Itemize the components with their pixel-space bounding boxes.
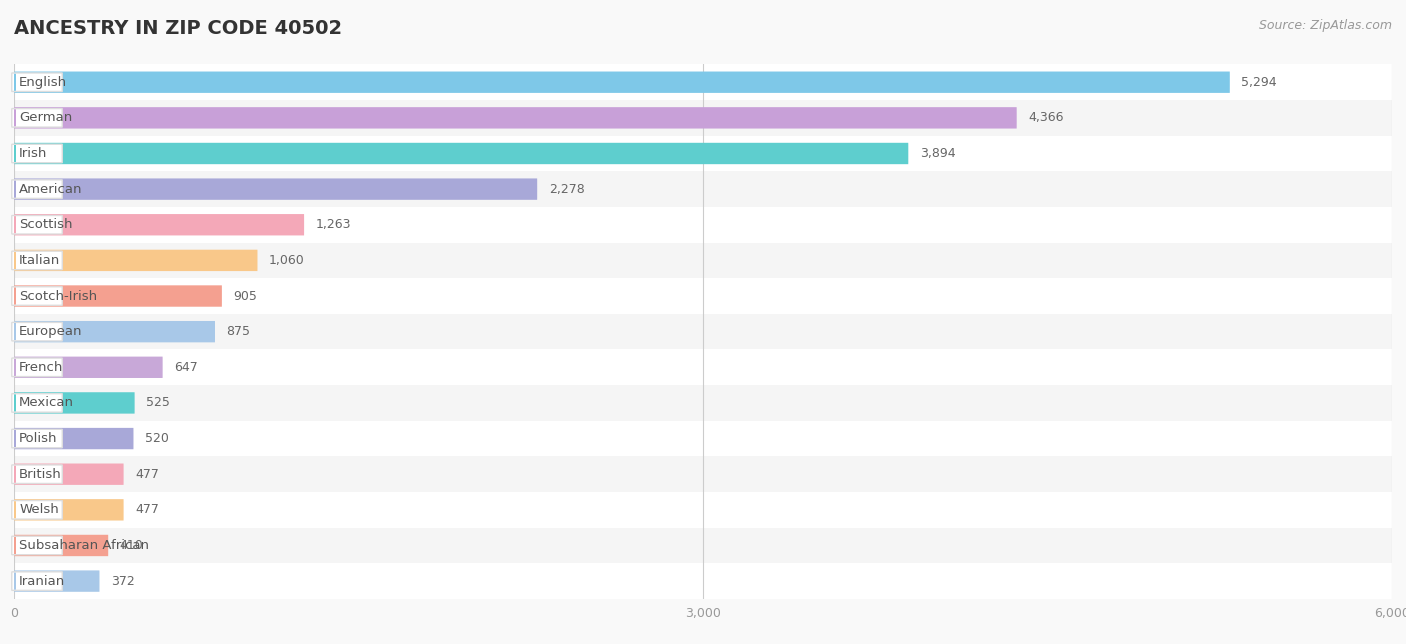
Bar [14,171,1392,207]
Text: Welsh: Welsh [20,504,59,516]
Bar [14,314,1392,350]
Text: Irish: Irish [20,147,48,160]
FancyBboxPatch shape [14,107,1017,129]
FancyBboxPatch shape [11,216,62,234]
FancyBboxPatch shape [14,214,304,236]
FancyBboxPatch shape [11,73,62,91]
FancyBboxPatch shape [14,499,124,520]
Text: 2,278: 2,278 [548,183,585,196]
Text: Polish: Polish [20,432,58,445]
FancyBboxPatch shape [11,144,62,163]
FancyBboxPatch shape [14,321,215,343]
FancyBboxPatch shape [11,180,62,198]
Text: 410: 410 [120,539,143,552]
FancyBboxPatch shape [11,109,62,127]
Text: 5,294: 5,294 [1241,76,1277,89]
FancyBboxPatch shape [14,392,135,413]
Text: 4,366: 4,366 [1028,111,1064,124]
FancyBboxPatch shape [11,287,62,305]
Bar [14,421,1392,457]
FancyBboxPatch shape [11,572,62,591]
Text: 477: 477 [135,504,159,516]
Bar [14,278,1392,314]
Text: European: European [20,325,83,338]
Bar [14,100,1392,136]
Bar [14,136,1392,171]
FancyBboxPatch shape [14,250,257,271]
Text: Scottish: Scottish [20,218,73,231]
Bar [14,457,1392,492]
FancyBboxPatch shape [14,571,100,592]
Text: English: English [20,76,67,89]
FancyBboxPatch shape [11,430,62,448]
Text: British: British [20,468,62,480]
Text: German: German [20,111,72,124]
FancyBboxPatch shape [14,285,222,307]
FancyBboxPatch shape [11,536,62,554]
Text: Scotch-Irish: Scotch-Irish [20,290,97,303]
Text: Subsaharan African: Subsaharan African [20,539,149,552]
FancyBboxPatch shape [11,465,62,484]
Bar [14,385,1392,421]
Bar [14,527,1392,564]
Text: ANCESTRY IN ZIP CODE 40502: ANCESTRY IN ZIP CODE 40502 [14,19,342,39]
FancyBboxPatch shape [14,178,537,200]
Text: 1,060: 1,060 [269,254,305,267]
Bar [14,350,1392,385]
FancyBboxPatch shape [14,428,134,450]
Bar [14,243,1392,278]
FancyBboxPatch shape [14,464,124,485]
Text: 372: 372 [111,574,135,587]
Text: 3,894: 3,894 [920,147,956,160]
Text: American: American [20,183,83,196]
FancyBboxPatch shape [14,71,1230,93]
Text: 520: 520 [145,432,169,445]
FancyBboxPatch shape [11,393,62,412]
Bar [14,64,1392,100]
Text: Mexican: Mexican [20,397,75,410]
FancyBboxPatch shape [14,357,163,378]
Text: 1,263: 1,263 [315,218,352,231]
Text: 905: 905 [233,290,257,303]
Text: 647: 647 [174,361,198,374]
FancyBboxPatch shape [11,251,62,270]
Text: French: French [20,361,63,374]
Bar [14,207,1392,243]
FancyBboxPatch shape [11,500,62,519]
Text: Iranian: Iranian [20,574,65,587]
FancyBboxPatch shape [11,323,62,341]
Text: Source: ZipAtlas.com: Source: ZipAtlas.com [1258,19,1392,32]
Text: 525: 525 [146,397,170,410]
Bar [14,564,1392,599]
FancyBboxPatch shape [14,143,908,164]
Text: 477: 477 [135,468,159,480]
Bar [14,492,1392,527]
FancyBboxPatch shape [11,358,62,377]
Text: 875: 875 [226,325,250,338]
FancyBboxPatch shape [14,535,108,556]
Text: Italian: Italian [20,254,60,267]
